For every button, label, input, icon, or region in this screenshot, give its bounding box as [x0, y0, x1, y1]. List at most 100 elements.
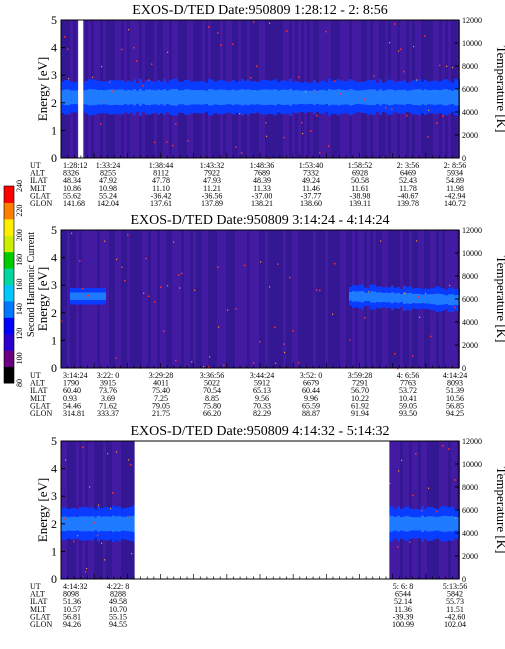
- speckle: [208, 366, 210, 368]
- table-cell: 94.55: [109, 620, 127, 629]
- band-inner: [355, 90, 358, 105]
- table-cell: 94.25: [446, 409, 464, 418]
- speckle: [88, 294, 90, 297]
- band-inner: [100, 89, 103, 105]
- table-cell: 11.78: [399, 184, 417, 193]
- noise-column: [253, 230, 256, 368]
- y2-tick-label: 4000: [462, 108, 478, 117]
- table-cell: 48.34: [63, 176, 81, 185]
- band-inner: [439, 293, 442, 305]
- y-tick-label: 4: [51, 41, 57, 55]
- speckle: [253, 21, 255, 23]
- chart-title: EXOS-D/TED Date:950809 4:14:32 - 5:14:32: [131, 424, 390, 439]
- colorbar-segment: [4, 284, 14, 302]
- noise-column: [319, 230, 322, 368]
- table-cell: 54.89: [446, 176, 464, 185]
- speckle: [259, 340, 261, 343]
- band-inner: [100, 516, 103, 531]
- speckle: [191, 361, 193, 363]
- noise-column: [196, 230, 199, 368]
- colorbar-tick: 140: [15, 303, 24, 315]
- table-cell: 7763: [400, 379, 416, 388]
- band-inner: [94, 89, 97, 106]
- band-inner: [268, 89, 271, 105]
- band-inner: [250, 90, 253, 105]
- speckle: [452, 66, 454, 69]
- table-cell: 2: 8:56: [444, 161, 466, 170]
- noise-column: [334, 230, 337, 368]
- band-inner: [280, 89, 283, 105]
- band-inner: [394, 293, 397, 303]
- table-cell: 75.80: [203, 401, 221, 410]
- colorbar-tick: 160: [15, 279, 24, 291]
- band-inner: [172, 89, 175, 106]
- chart-title: EXOS-D/TED Date:950809 3:14:24 - 4:14:24: [131, 213, 390, 228]
- band-inner: [424, 516, 427, 531]
- band-inner: [403, 516, 406, 532]
- table-cell: 100.99: [392, 620, 414, 629]
- band-inner: [433, 516, 436, 531]
- speckle: [397, 546, 399, 548]
- band-inner: [73, 292, 76, 300]
- band-inner: [286, 89, 289, 105]
- colorbar-tick: 200: [15, 229, 24, 241]
- table-cell: 82.29: [253, 409, 271, 418]
- data-gap: [134, 441, 390, 579]
- band-inner: [388, 292, 391, 303]
- noise-column: [313, 230, 316, 368]
- table-cell: 142.04: [97, 199, 119, 208]
- noise-column: [346, 230, 349, 368]
- table-cell: 56.85: [446, 401, 464, 410]
- table-cell: 7922: [204, 169, 220, 178]
- colorbar-segment: [4, 186, 14, 203]
- chart-panel-2: EXOS-D/TED Date:950809 3:14:24 - 4:14:24…: [30, 213, 505, 418]
- band-inner: [289, 88, 292, 106]
- table-row-label: GLAT: [30, 612, 51, 621]
- table-cell: 51.36: [63, 597, 81, 606]
- speckle: [173, 241, 175, 243]
- band-inner: [433, 89, 436, 105]
- band-inner: [88, 89, 91, 106]
- speckle: [130, 464, 132, 466]
- band-inner: [421, 90, 424, 105]
- speckle: [241, 152, 243, 154]
- band-inner: [322, 89, 325, 105]
- speckle: [302, 132, 304, 135]
- speckle: [425, 292, 427, 295]
- speckle: [128, 29, 130, 31]
- speckle: [403, 70, 405, 73]
- speckle: [298, 361, 300, 364]
- band-inner: [112, 89, 115, 106]
- table-cell: 66.20: [203, 409, 221, 418]
- noise-column: [343, 230, 346, 368]
- y-tick-label: 1: [51, 333, 57, 347]
- noise-column: [112, 230, 115, 368]
- band-inner: [124, 90, 127, 105]
- table-cell: 71.62: [99, 401, 117, 410]
- table-cell: 5: 6: 8: [393, 582, 413, 591]
- colorbar-tick: 180: [15, 254, 24, 266]
- speckle: [340, 92, 342, 95]
- band-inner: [412, 293, 415, 303]
- band-inner: [424, 89, 427, 106]
- table-cell: 3:14:24: [63, 371, 87, 380]
- band-inner: [430, 294, 433, 305]
- speckle: [178, 274, 180, 276]
- table-cell: 49.58: [109, 597, 127, 606]
- band-inner: [397, 89, 400, 105]
- y-tick-label: 5: [51, 13, 57, 27]
- band-inner: [76, 90, 79, 105]
- noise-column: [283, 230, 286, 368]
- band-inner: [370, 89, 373, 106]
- table-cell: 137.61: [150, 199, 172, 208]
- table-cell: 4:14:24: [443, 371, 467, 380]
- band-inner: [388, 89, 391, 106]
- table-cell: -37.00: [252, 191, 273, 200]
- band-inner: [409, 90, 412, 105]
- speckle: [413, 45, 415, 48]
- table-cell: -36.42: [151, 191, 172, 200]
- y-tick-label: 4: [51, 251, 57, 265]
- table-cell: 1:48:36: [250, 161, 274, 170]
- band-inner: [355, 291, 358, 302]
